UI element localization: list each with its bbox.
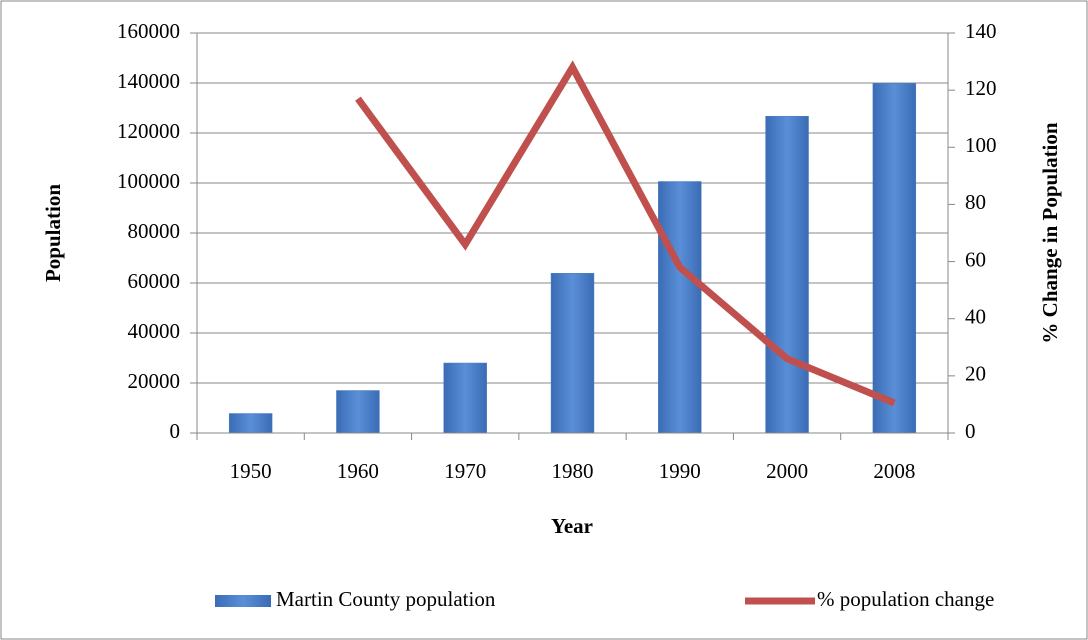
y2-tick-label: 20 [965, 362, 986, 386]
bar [765, 116, 809, 434]
y-tick-label: 80000 [128, 219, 181, 243]
y-tick-label: 40000 [128, 319, 181, 343]
y-tick-label: 140000 [117, 69, 180, 93]
y-tick-label: 100000 [117, 169, 180, 193]
legend-swatch [215, 595, 271, 607]
x-tick-label: 1960 [337, 459, 379, 483]
legend-label: Martin County population [276, 587, 496, 611]
x-tick-label: 2008 [873, 459, 915, 483]
y2-tick-label: 100 [965, 133, 997, 157]
y-tick-label: 120000 [117, 119, 180, 143]
x-tick-label: 2000 [766, 459, 808, 483]
y-tick-label: 60000 [128, 269, 181, 293]
bar [228, 413, 273, 434]
legend-label: % population change [817, 587, 994, 611]
y2-tick-label: 120 [965, 76, 997, 100]
bar [872, 83, 917, 434]
y2-tick-label: 0 [965, 419, 976, 443]
y-axis-title: Population [41, 184, 65, 282]
y2-tick-label: 40 [965, 305, 986, 329]
y2-tick-label: 80 [965, 190, 986, 214]
bar [443, 362, 487, 434]
y2-tick-label: 60 [965, 247, 986, 271]
y-tick-label: 20000 [128, 369, 181, 393]
y-tick-label: 0 [170, 419, 181, 443]
bar [336, 390, 380, 434]
bar [658, 181, 702, 434]
x-axis-title: Year [551, 514, 593, 538]
line [355, 60, 896, 407]
x-tick-label: 1970 [444, 459, 486, 483]
x-tick-label: 1980 [552, 459, 594, 483]
x-tick-label: 1950 [230, 459, 272, 483]
y-tick-label: 160000 [117, 19, 180, 43]
bar [550, 273, 595, 434]
y2-tick-label: 140 [965, 19, 997, 43]
y2-axis-title: % Change in Population [1038, 122, 1062, 343]
x-tick-label: 1990 [659, 459, 701, 483]
